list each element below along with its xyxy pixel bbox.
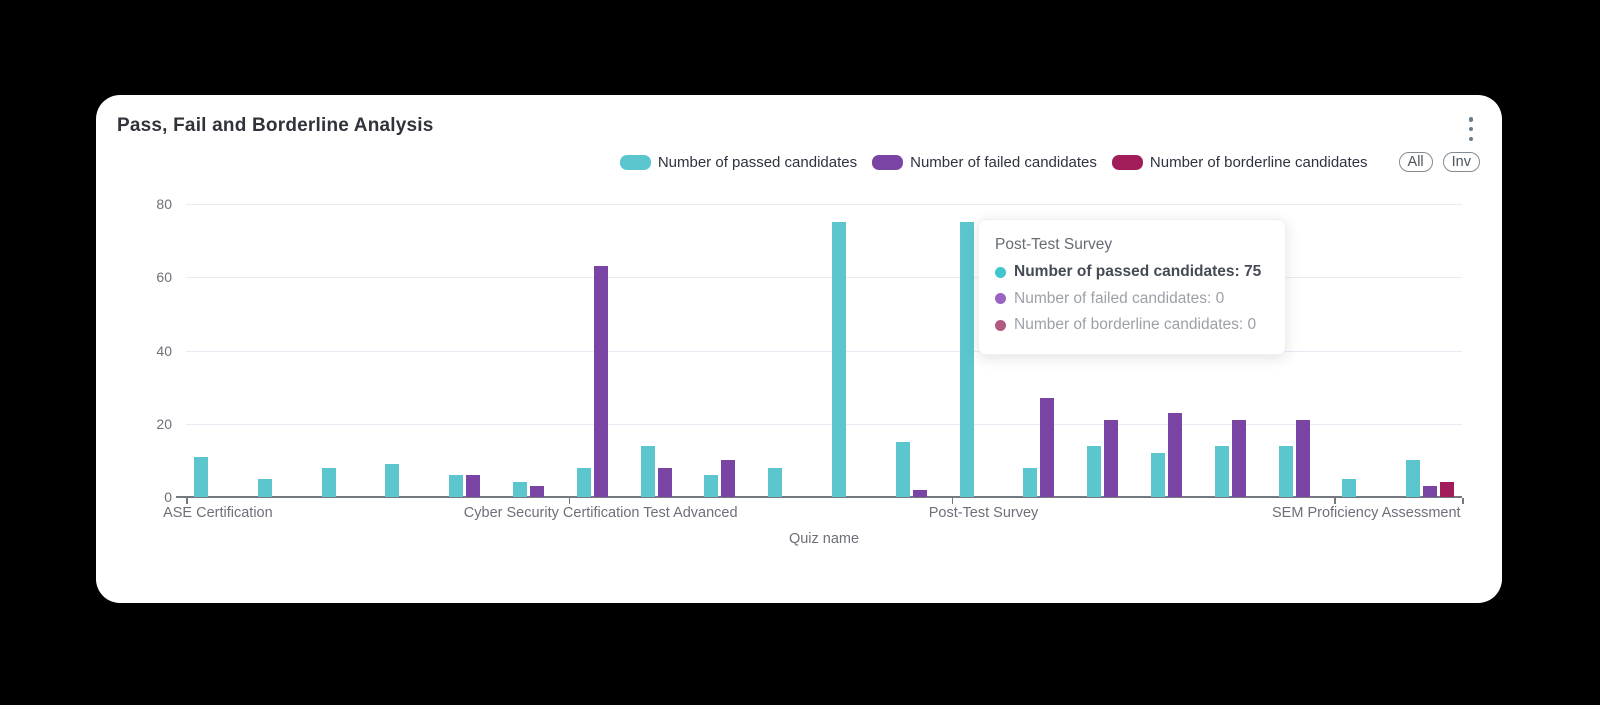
tooltip-text: Number of passed candidates: 75 xyxy=(1014,263,1262,280)
plot-area: 0 20 40 60 80 ASE Certification Cyber Security… xyxy=(156,196,1464,521)
page-title: Pass, Fail and Borderline Analysis xyxy=(117,115,434,136)
bar-category-2-s0[interactable] xyxy=(257,478,272,497)
bar-category-12-s0[interactable] xyxy=(895,442,910,497)
bar-category-8-s1[interactable] xyxy=(657,467,672,497)
bar-Cyber Security Certification Test Advanced-s1[interactable] xyxy=(593,266,608,497)
legend-swatch-failed-icon xyxy=(872,154,904,170)
bar-category-17-s1[interactable] xyxy=(1231,420,1246,497)
legend-label: Number of borderline candidates xyxy=(1149,153,1368,171)
y-axis-label: 40 xyxy=(156,342,172,359)
chart-tooltip: Post-Test Survey Number of passed candid… xyxy=(978,219,1286,355)
bar-category-6-s0[interactable] xyxy=(512,482,527,497)
tooltip-dot-borderline-icon xyxy=(995,319,1006,331)
y-axis-label: 60 xyxy=(156,269,172,286)
bar-category-20-s2[interactable] xyxy=(1440,482,1455,497)
kebab-menu-icon[interactable] xyxy=(1464,117,1478,141)
gridline xyxy=(186,204,1462,205)
tooltip-row-borderline: Number of borderline candidates: 0 xyxy=(995,312,1269,339)
x-axis-tick xyxy=(186,498,188,504)
x-axis-tick xyxy=(568,498,571,504)
gridline xyxy=(186,350,1462,352)
bar-category-16-s0[interactable] xyxy=(1150,453,1165,497)
bar-category-18-s0[interactable] xyxy=(1278,445,1293,497)
legend-item-failed[interactable]: Number of failed candidates xyxy=(872,154,1097,171)
bar-SEM Proficiency Assessment-s0[interactable] xyxy=(1342,478,1357,497)
kebab-dot xyxy=(1468,126,1474,132)
bar-category-4-s0[interactable] xyxy=(385,464,400,497)
gridline xyxy=(186,423,1462,425)
tooltip-row-failed: Number of failed candidates: 0 xyxy=(995,286,1269,313)
bar-category-10-s0[interactable] xyxy=(768,467,783,497)
bar-category-14-s1[interactable] xyxy=(1040,398,1055,497)
x-axis-line xyxy=(176,496,1462,498)
legend-invert-button[interactable]: Inv xyxy=(1442,152,1480,172)
bar-category-5-s1[interactable] xyxy=(466,475,481,497)
bar-Cyber Security Certification Test Advanced-s0[interactable] xyxy=(576,467,591,497)
tooltip-text: Number of borderline candidates: 0 xyxy=(1014,316,1257,333)
kebab-dot xyxy=(1468,117,1474,122)
bar-category-20-s0[interactable] xyxy=(1406,460,1421,497)
kebab-dot xyxy=(1468,136,1474,141)
x-axis-tick xyxy=(1462,498,1464,504)
bar-category-15-s0[interactable] xyxy=(1087,445,1102,497)
bar-category-5-s0[interactable] xyxy=(449,475,464,497)
bar-category-12-s1[interactable] xyxy=(912,489,927,497)
bar-category-16-s1[interactable] xyxy=(1167,412,1182,497)
y-axis-label: 20 xyxy=(156,415,172,432)
tooltip-title: Post-Test Survey xyxy=(995,236,1113,253)
bar-category-9-s1[interactable] xyxy=(721,460,736,497)
x-axis-label: SEM Proficiency Assessment xyxy=(1272,505,1461,521)
bar-category-6-s1[interactable] xyxy=(529,486,544,497)
legend-label: Number of failed candidates xyxy=(910,153,1097,171)
legend-select-all-button[interactable]: All xyxy=(1398,152,1433,172)
x-axis-title: Quiz name xyxy=(788,531,860,547)
bar-Post-Test Survey-s0[interactable] xyxy=(959,222,974,497)
y-axis-label: 0 xyxy=(164,489,172,505)
bar-category-3-s0[interactable] xyxy=(321,467,336,497)
legend-item-borderline[interactable]: Number of borderline candidates xyxy=(1111,153,1368,171)
x-axis-label: Post-Test Survey xyxy=(928,505,1039,521)
analysis-card: Pass, Fail and Borderline Analysis Numbe… xyxy=(96,95,1502,603)
tooltip-dot-passed-icon xyxy=(995,266,1006,278)
y-axis-label: 80 xyxy=(156,196,172,212)
x-axis-label: ASE Certification xyxy=(163,505,273,521)
bar-category-17-s0[interactable] xyxy=(1214,445,1229,497)
bar-category-15-s1[interactable] xyxy=(1104,420,1119,497)
bar-ASE Certification-s0[interactable] xyxy=(193,456,208,497)
bar-category-8-s0[interactable] xyxy=(640,445,655,497)
bar-category-20-s1[interactable] xyxy=(1423,486,1438,497)
legend-swatch-borderline-icon xyxy=(1111,154,1143,170)
x-axis-tick xyxy=(951,498,954,504)
bar-category-9-s0[interactable] xyxy=(704,475,719,497)
tooltip-text: Number of failed candidates: 0 xyxy=(1014,289,1225,307)
bar-category-14-s0[interactable] xyxy=(1023,467,1038,497)
x-axis-tick xyxy=(1334,498,1336,504)
legend-label: Number of passed candidates xyxy=(657,153,858,171)
chart-legend: Number of passed candidates Number of fa… xyxy=(605,152,1480,172)
tooltip-row-passed: Number of passed candidates: 75 xyxy=(995,259,1269,286)
bar-category-18-s1[interactable] xyxy=(1295,420,1310,497)
legend-item-passed[interactable]: Number of passed candidates xyxy=(619,153,858,171)
legend-swatch-passed-icon xyxy=(619,154,651,170)
tooltip-dot-failed-icon xyxy=(995,293,1006,305)
bar-category-11-s0[interactable] xyxy=(831,222,846,497)
x-axis-label: Cyber Security Certification Test Advanc… xyxy=(463,505,738,521)
gridline xyxy=(186,277,1462,279)
legend-buttons: All Inv xyxy=(1389,152,1480,172)
